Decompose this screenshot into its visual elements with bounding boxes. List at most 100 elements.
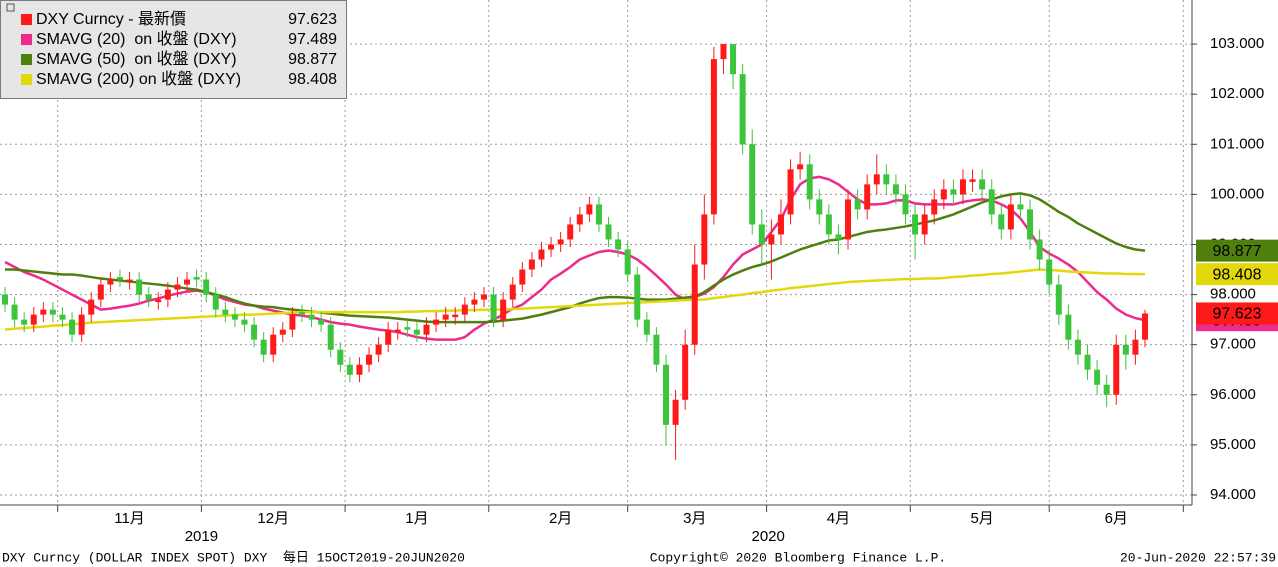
candle-body bbox=[643, 319, 650, 335]
candle-body bbox=[337, 349, 344, 365]
candle-body bbox=[1084, 354, 1091, 370]
candle-body bbox=[413, 329, 420, 335]
candle-body bbox=[1036, 239, 1043, 260]
candle-body bbox=[174, 284, 181, 290]
candle-body bbox=[979, 179, 986, 190]
candle-body bbox=[663, 364, 670, 425]
y-tick-label: 103.000 bbox=[1210, 35, 1264, 52]
candle-body bbox=[155, 299, 162, 303]
candle-body bbox=[69, 319, 76, 335]
candle-body bbox=[969, 179, 976, 182]
legend-box bbox=[0, 0, 347, 99]
candle-body bbox=[366, 354, 373, 365]
candle-body bbox=[452, 314, 459, 318]
y-tick-label: 96.000 bbox=[1210, 386, 1256, 403]
grid bbox=[0, 0, 1192, 505]
value-tag bbox=[1196, 263, 1278, 286]
candle-body bbox=[116, 277, 123, 280]
legend-label: SMAVG (200) on 收盤 (DXY) bbox=[36, 70, 241, 88]
candle-body bbox=[538, 249, 545, 260]
candle-body bbox=[184, 279, 191, 285]
candle-body bbox=[251, 324, 258, 340]
candle-body bbox=[1074, 339, 1081, 355]
candle-body bbox=[59, 314, 66, 320]
legend-label: SMAVG (50) on 收盤 (DXY) bbox=[36, 50, 237, 68]
x-tick-label: 6月 bbox=[1105, 510, 1128, 527]
footer-left: DXY Curncy (DOLLAR INDEX SPOT) DXY 每日 15… bbox=[2, 549, 465, 565]
legend-swatch bbox=[21, 14, 32, 25]
candle-body bbox=[442, 314, 449, 320]
candle-body bbox=[921, 214, 928, 235]
candle-body bbox=[912, 214, 919, 235]
candle-body bbox=[21, 319, 28, 325]
legend-label: DXY Curncy - 最新價 bbox=[36, 10, 186, 28]
candle-body bbox=[1113, 344, 1120, 395]
candle-body bbox=[433, 319, 440, 325]
candle-body bbox=[49, 309, 56, 315]
candle-body bbox=[1027, 209, 1034, 240]
candle-body bbox=[136, 279, 143, 295]
candle-body bbox=[1094, 369, 1101, 385]
candle-body bbox=[356, 364, 363, 375]
candle-body bbox=[1046, 259, 1053, 285]
legend-value: 97.489 bbox=[288, 31, 337, 48]
candle-body bbox=[1122, 344, 1129, 355]
candle-body bbox=[586, 204, 593, 215]
legend: DXY Curncy - 最新價 97.623 SMAVG (20) on 收盤 (… bbox=[0, 0, 347, 99]
candle-body bbox=[710, 59, 717, 215]
x-tick-label: 12月 bbox=[257, 510, 289, 527]
candle-body bbox=[1055, 284, 1062, 315]
candle-body bbox=[682, 344, 689, 400]
candle-body bbox=[471, 299, 478, 305]
legend-icon bbox=[6, 3, 15, 12]
y-tick-label: 100.000 bbox=[1210, 185, 1264, 202]
y-tick-label: 95.000 bbox=[1210, 436, 1256, 453]
candle-body bbox=[672, 399, 679, 425]
candle-body bbox=[1103, 384, 1110, 395]
candle-body bbox=[480, 294, 487, 300]
candle-body bbox=[873, 174, 880, 185]
y-tick-label: 102.000 bbox=[1210, 85, 1264, 102]
candle-body bbox=[270, 334, 277, 355]
candle-body bbox=[145, 294, 152, 300]
candle-body bbox=[845, 199, 852, 240]
candle-body bbox=[624, 249, 631, 275]
candle-body bbox=[97, 284, 104, 300]
candle-body bbox=[883, 174, 890, 185]
candle-body bbox=[988, 189, 995, 215]
candle-body bbox=[40, 309, 47, 315]
x-tick-label: 2月 bbox=[549, 510, 572, 527]
candle-body bbox=[615, 239, 622, 250]
candle-body bbox=[931, 199, 938, 215]
candle-body bbox=[509, 284, 516, 300]
plot bbox=[2, 44, 1148, 460]
candle-body bbox=[825, 214, 832, 235]
legend-swatch bbox=[21, 74, 32, 85]
candle-body bbox=[327, 324, 334, 350]
legend-value: 97.623 bbox=[288, 11, 337, 28]
candle-body bbox=[806, 164, 813, 200]
x-tick-label: 3月 bbox=[683, 510, 706, 527]
candle-body bbox=[2, 294, 8, 305]
candle-body bbox=[998, 214, 1005, 230]
candle-body bbox=[787, 169, 794, 215]
candle-body bbox=[461, 304, 468, 315]
candle-body bbox=[701, 214, 708, 265]
candle-body bbox=[88, 299, 95, 315]
sma-line bbox=[4, 268, 1146, 331]
candle-body bbox=[1017, 204, 1024, 210]
candle-body bbox=[892, 184, 899, 195]
axes: 94.00095.00096.00097.00098.00099.000100.… bbox=[57, 35, 1264, 545]
candle-body bbox=[260, 339, 267, 355]
candle-body bbox=[279, 329, 286, 335]
candle-body bbox=[423, 324, 430, 335]
candle-body bbox=[1065, 314, 1072, 340]
value-tag-label: 98.408 bbox=[1213, 266, 1262, 283]
candle-body bbox=[126, 279, 133, 283]
candle-body bbox=[595, 204, 602, 225]
candle-body bbox=[289, 314, 296, 330]
y-tick-label: 98.000 bbox=[1210, 286, 1256, 303]
candle-body bbox=[576, 214, 583, 225]
